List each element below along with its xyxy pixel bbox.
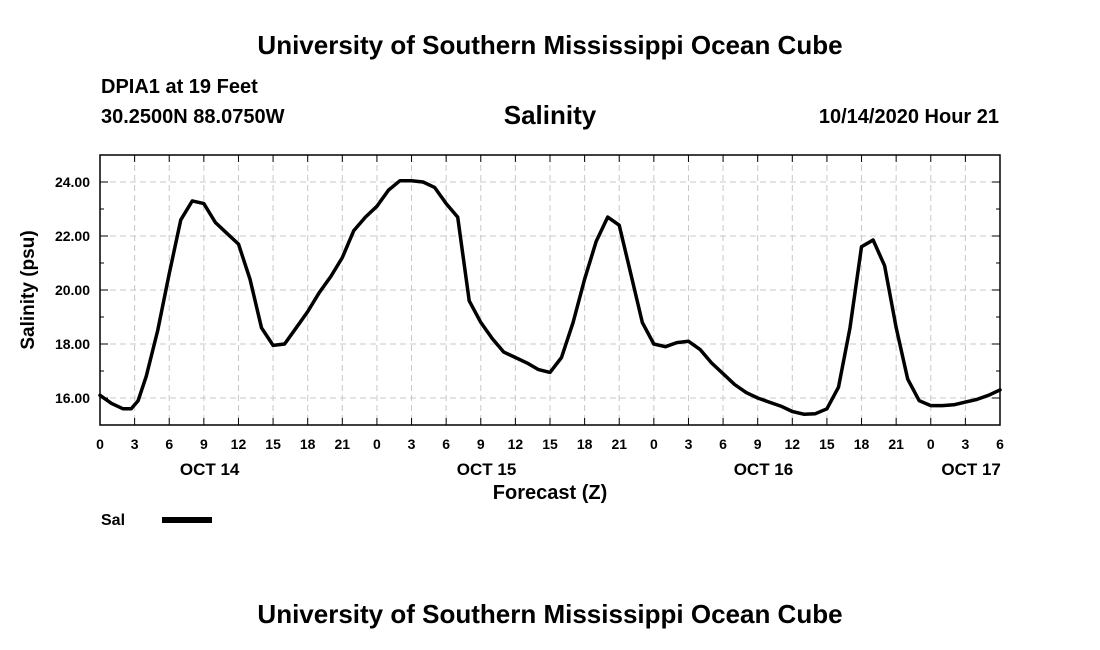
x-tick-label: 12 [231, 436, 247, 452]
station-coordinates: 30.2500N 88.0750W [101, 106, 285, 128]
x-tick-label: 18 [854, 436, 870, 452]
y-tick-label: 20.00 [55, 282, 90, 298]
x-tick-label: 12 [785, 436, 801, 452]
legend-label-sal: Sal [101, 512, 125, 529]
chart-header-title: University of Southern Mississippi Ocean… [257, 30, 843, 60]
series-line-sal [98, 178, 1002, 416]
x-tick-label: 15 [819, 436, 835, 452]
x-tick-label: 0 [373, 436, 381, 452]
day-label: OCT 14 [180, 460, 240, 479]
x-tick-label: 6 [996, 436, 1004, 452]
x-axis-label: Forecast (Z) [492, 482, 608, 504]
chart-title: Salinity [503, 100, 597, 130]
chart-footer-title: University of Southern Mississippi Ocean… [257, 599, 843, 629]
x-tick-label: 6 [165, 436, 173, 452]
x-tick-label: 21 [888, 436, 904, 452]
y-tick-label: 18.00 [55, 336, 90, 352]
day-label: OCT 15 [457, 460, 517, 479]
day-label: OCT 16 [734, 460, 794, 479]
forecast-datetime: 10/14/2020 Hour 21 [818, 106, 999, 128]
x-tick-label: 0 [96, 436, 104, 452]
y-tick-label: 24.00 [55, 174, 90, 190]
axis-ticks [99, 154, 1001, 426]
station-name: DPIA1 at 19 Feet [101, 76, 258, 98]
x-tick-label: 15 [542, 436, 558, 452]
x-axis-day-labels: OCT 14 OCT 15 OCT 16 OCT 17 [180, 460, 1001, 479]
x-tick-label: 6 [719, 436, 727, 452]
x-tick-label: 0 [650, 436, 658, 452]
grid [100, 155, 1000, 425]
legend: Sal [101, 512, 212, 529]
x-tick-label: 18 [577, 436, 593, 452]
x-tick-label: 3 [131, 436, 139, 452]
y-tick-label: 16.00 [55, 390, 90, 406]
x-tick-label: 12 [508, 436, 524, 452]
day-label: OCT 17 [941, 460, 1001, 479]
y-axis-label: Salinity (psu) [18, 230, 39, 349]
x-tick-label: 9 [754, 436, 762, 452]
x-tick-label: 9 [477, 436, 485, 452]
x-tick-label: 18 [300, 436, 316, 452]
x-tick-label: 6 [442, 436, 450, 452]
x-tick-label: 9 [200, 436, 208, 452]
x-tick-label: 21 [611, 436, 627, 452]
y-tick-label: 22.00 [55, 228, 90, 244]
x-tick-label: 3 [961, 436, 969, 452]
x-tick-label: 0 [927, 436, 935, 452]
x-tick-label: 3 [408, 436, 416, 452]
x-tick-label: 3 [685, 436, 693, 452]
x-tick-label: 21 [335, 436, 351, 452]
x-tick-label: 15 [265, 436, 281, 452]
y-axis-tick-labels: 16.00 18.00 20.00 22.00 24.00 [55, 174, 90, 406]
x-axis-tick-labels: 0 3 6 9 12 15 18 21 0 3 6 9 12 15 18 21 0 3 6 9 12 15 18 21 0 3 6 [96, 436, 1004, 452]
